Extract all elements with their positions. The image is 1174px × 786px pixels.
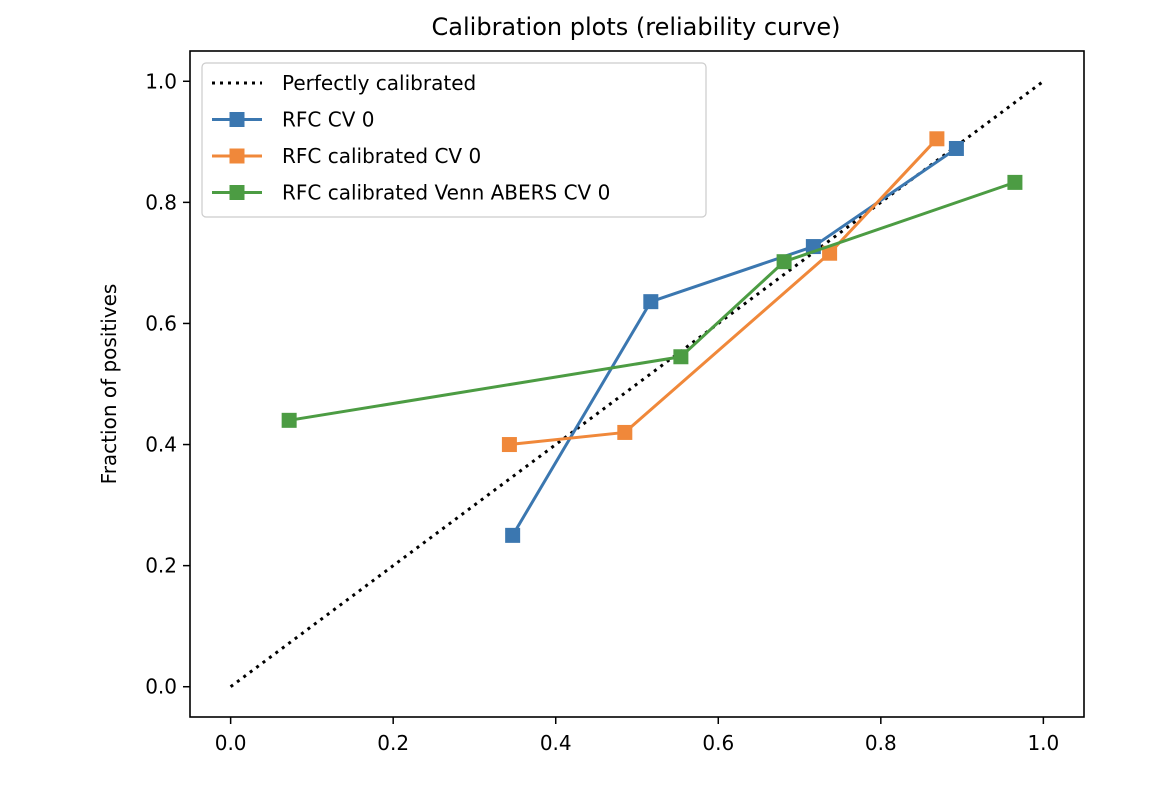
x-tick-label: 0.8 xyxy=(865,731,897,755)
plot-frame xyxy=(189,50,1085,718)
plot-area: 0.0 0.2 0.4 0.6 0.8 1.0 0.0 0.2 0.4 0.6 0.8 1.0 Perf… xyxy=(145,50,1085,755)
series-2-point xyxy=(673,349,689,365)
legend-swatch-marker xyxy=(229,148,245,164)
y-tick-label: 0.8 xyxy=(145,190,177,214)
series-line-1 xyxy=(509,137,938,447)
series-0-point xyxy=(643,294,659,310)
legend-entry-label: RFC calibrated CV 0 xyxy=(282,144,481,168)
legend-swatch-marker xyxy=(229,112,245,127)
series-0-point xyxy=(948,140,964,156)
series-2-point xyxy=(281,412,297,428)
legend-box xyxy=(201,62,707,218)
legend-entry-label: RFC calibrated Venn ABERS CV 0 xyxy=(282,181,610,205)
x-tick-label: 0.4 xyxy=(540,731,572,755)
chart-title: Calibration plots (reliability curve) xyxy=(432,13,841,41)
series-1-point xyxy=(617,424,633,440)
reference-line-perfectly-calibrated xyxy=(229,80,1045,688)
y-tick-label: 0.0 xyxy=(145,675,177,699)
series-1-point xyxy=(501,437,517,453)
x-tick-label: 1.0 xyxy=(1027,731,1059,755)
y-axis-label: Fraction of positives xyxy=(97,284,121,485)
series-0-point xyxy=(505,527,521,543)
series-1-point xyxy=(822,245,838,261)
x-tick-label: 0.6 xyxy=(702,731,734,755)
y-tick-label: 0.4 xyxy=(145,433,177,457)
legend-swatch-marker xyxy=(229,185,245,200)
y-tick-label: 1.0 xyxy=(145,69,177,93)
series-line-0 xyxy=(511,147,958,537)
series-line-2 xyxy=(288,180,1016,422)
x-tick-label: 0.0 xyxy=(215,731,247,755)
legend-entry-label: Perfectly calibrated xyxy=(282,71,476,95)
series-2-point xyxy=(776,254,792,270)
legend-entry-label: RFC CV 0 xyxy=(282,108,374,132)
series-1-point xyxy=(929,131,945,147)
y-tick-label: 0.6 xyxy=(145,311,177,335)
series-2-point xyxy=(1007,174,1023,190)
x-tick-label: 0.2 xyxy=(377,731,409,755)
y-tick-label: 0.2 xyxy=(145,554,177,578)
